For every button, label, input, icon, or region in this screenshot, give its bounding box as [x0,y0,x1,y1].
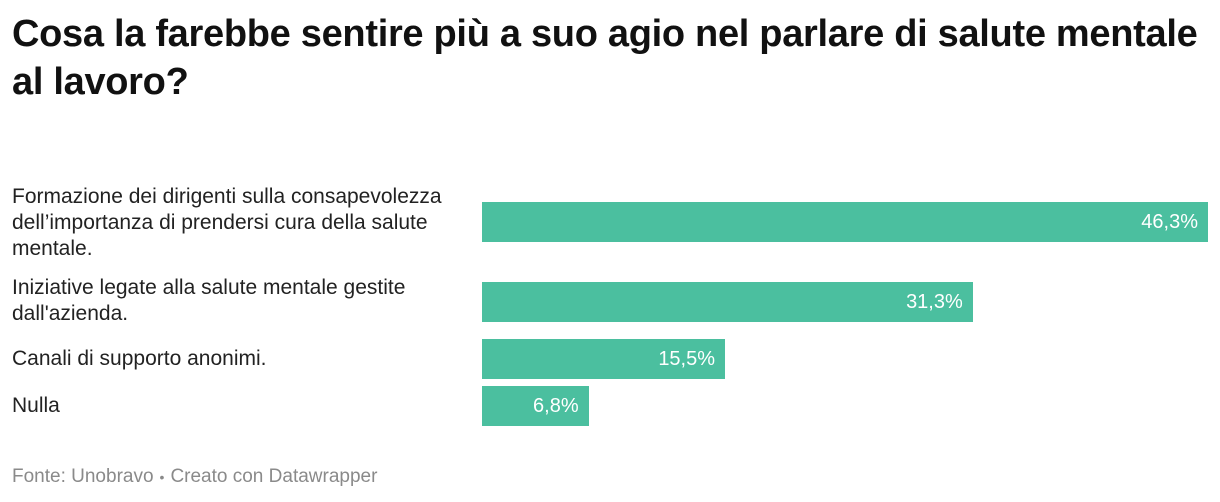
value-label: 15,5% [658,348,716,370]
category-label: Formazione dei dirigenti sulla consapevo… [12,185,442,260]
chart-footer: Fonte: Unobravo • Creato con Datawrapper [12,466,377,488]
value-label: 31,3% [906,291,963,313]
bar: 46,3% [482,202,1208,242]
bar-row: Nulla 6,8% [0,386,1220,426]
bar-row: Formazione dei dirigenti sulla consapevo… [0,178,1220,268]
bar-row: Canali di supporto anonimi. 15,5% [0,338,1220,380]
bar: 6,8% [482,386,589,426]
category-label: Canali di supporto anonimi. [12,347,267,370]
value-label: 6,8% [533,395,579,417]
bar: 15,5% [482,339,726,379]
category-label: Nulla [12,394,60,417]
value-label: 46,3% [1141,211,1198,233]
credit-note: Creato con Datawrapper [170,466,378,487]
bar: 31,3% [482,282,973,322]
category-label: Iniziative legate alla salute mentale ge… [12,276,406,325]
chart-title: Cosa la farebbe sentire più a suo agio n… [12,13,1198,103]
separator-dot: • [159,469,165,485]
source-note: Fonte: Unobravo [12,466,154,487]
bar-row: Iniziative legate alla salute mentale ge… [0,272,1220,330]
